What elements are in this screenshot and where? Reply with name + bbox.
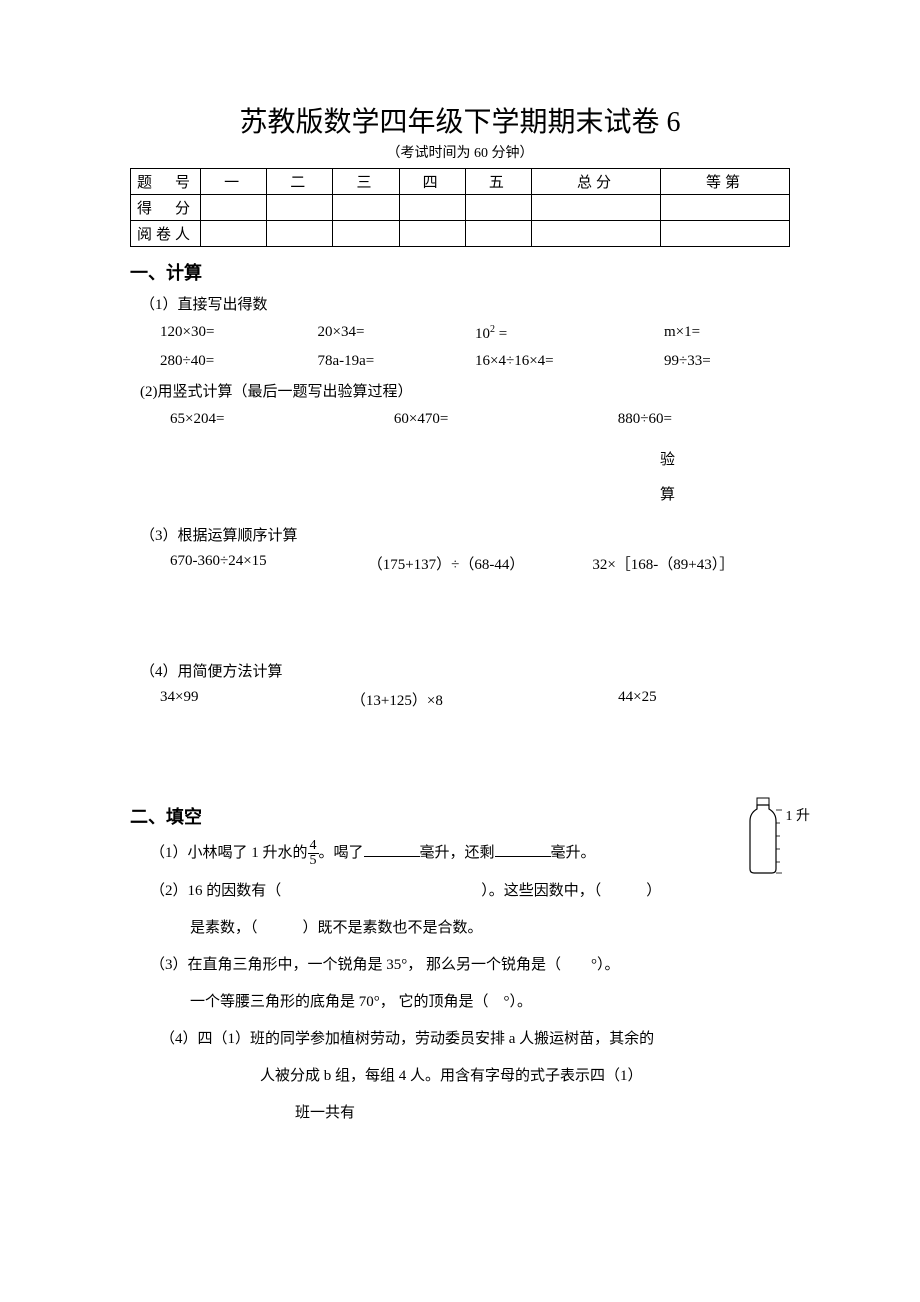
subsection-1-1: （1）直接写出得数 xyxy=(140,293,790,314)
bottle-icon xyxy=(742,797,784,875)
question-4-cont2: 班一共有 xyxy=(295,1100,790,1127)
question-2: （2）16 的因数有（）。这些因数中，（ ） xyxy=(150,878,790,905)
math-expression: 16×4÷16×4= xyxy=(475,353,664,370)
blank-input[interactable] xyxy=(364,842,420,857)
math-expression: 32×［168-（89+43）］ xyxy=(592,553,790,574)
header-cell: 一 xyxy=(201,169,267,195)
math-expression: 78a-19a= xyxy=(318,353,476,370)
math-expression: 44×25 xyxy=(618,689,790,710)
blank-input[interactable] xyxy=(495,842,551,857)
math-expression: （13+125）×8 xyxy=(351,689,618,710)
score-table: 题 号 一 二 三 四 五 总分 等第 得 分 阅卷人 xyxy=(130,168,790,247)
header-cell: 四 xyxy=(399,169,465,195)
reviewer-cell[interactable] xyxy=(201,221,267,247)
verify-label: 验 算 xyxy=(660,448,790,504)
header-cell: 题 号 xyxy=(131,169,201,195)
math-expression: 102 = xyxy=(475,324,664,343)
reviewer-cell[interactable] xyxy=(267,221,333,247)
row-label: 得 分 xyxy=(131,195,201,221)
header-cell: 五 xyxy=(465,169,531,195)
math-expression: 280÷40= xyxy=(160,353,318,370)
math-expression: 60×470= xyxy=(394,411,618,428)
vertical-calc-row: 65×204= 60×470= 880÷60= xyxy=(170,411,790,428)
math-expression: 880÷60= xyxy=(618,411,790,428)
table-row: 得 分 xyxy=(131,195,790,221)
math-expression: 670-360÷24×15 xyxy=(170,553,368,574)
mental-math-row: 280÷40= 78a-19a= 16×4÷16×4= 99÷33= xyxy=(160,353,790,370)
mental-math-row: 120×30= 20×34= 102 = m×1= xyxy=(160,324,790,343)
math-expression: 120×30= xyxy=(160,324,318,343)
section-2-heading: 二、填空 xyxy=(130,803,790,829)
section-1-heading: 一、计算 xyxy=(130,259,790,285)
math-expression: 99÷33= xyxy=(664,353,790,370)
score-cell[interactable] xyxy=(531,195,660,221)
bottle-label: 1 升 xyxy=(786,805,811,825)
verify-char: 验 xyxy=(660,448,790,469)
header-cell: 三 xyxy=(333,169,399,195)
exam-duration: （考试时间为 60 分钟） xyxy=(130,142,790,162)
score-cell[interactable] xyxy=(465,195,531,221)
question-4: （4）四（1）班的同学参加植树劳动，劳动委员安排 a 人搬运树苗，其余的 xyxy=(160,1026,790,1053)
subsection-1-2: (2)用竖式计算（最后一题写出验算过程） xyxy=(140,380,790,401)
reviewer-cell[interactable] xyxy=(465,221,531,247)
page-title: 苏教版数学四年级下学期期末试卷 6 xyxy=(130,100,790,140)
fraction: 45 xyxy=(308,839,319,868)
question-3: （3）在直角三角形中，一个锐角是 35°， 那么另一个锐角是（ °）。 xyxy=(150,952,790,979)
row-label: 阅卷人 xyxy=(131,221,201,247)
header-cell: 总分 xyxy=(531,169,660,195)
question-2-cont: 是素数，（ ）既不是素数也不是合数。 xyxy=(190,915,790,942)
math-expression: 34×99 xyxy=(160,689,351,710)
score-cell[interactable] xyxy=(267,195,333,221)
score-cell[interactable] xyxy=(399,195,465,221)
verify-char: 算 xyxy=(660,483,790,504)
reviewer-cell[interactable] xyxy=(531,221,660,247)
simple-calc-row: 34×99 （13+125）×8 44×25 xyxy=(160,689,790,710)
score-cell[interactable] xyxy=(333,195,399,221)
header-cell: 等第 xyxy=(660,169,789,195)
subsection-1-3: （3）根据运算顺序计算 xyxy=(140,524,790,545)
score-cell[interactable] xyxy=(660,195,789,221)
math-expression: （175+137）÷（68-44） xyxy=(368,553,593,574)
question-3-cont: 一个等腰三角形的底角是 70°， 它的顶角是（ °）。 xyxy=(190,989,790,1016)
score-cell[interactable] xyxy=(201,195,267,221)
table-row: 题 号 一 二 三 四 五 总分 等第 xyxy=(131,169,790,195)
math-expression: m×1= xyxy=(664,324,790,343)
reviewer-cell[interactable] xyxy=(399,221,465,247)
math-expression: 20×34= xyxy=(318,324,476,343)
question-4-cont: 人被分成 b 组，每组 4 人。用含有字母的式子表示四（1） xyxy=(260,1063,790,1090)
order-calc-row: 670-360÷24×15 （175+137）÷（68-44） 32×［168-… xyxy=(170,553,790,574)
math-expression: 65×204= xyxy=(170,411,394,428)
bottle-figure: 1 升 xyxy=(742,797,811,875)
reviewer-cell[interactable] xyxy=(660,221,789,247)
question-1: （1）小林喝了 1 升水的45。喝了毫升，还剩毫升。 xyxy=(150,839,790,868)
header-cell: 二 xyxy=(267,169,333,195)
table-row: 阅卷人 xyxy=(131,221,790,247)
reviewer-cell[interactable] xyxy=(333,221,399,247)
subsection-1-4: （4）用简便方法计算 xyxy=(140,660,790,681)
